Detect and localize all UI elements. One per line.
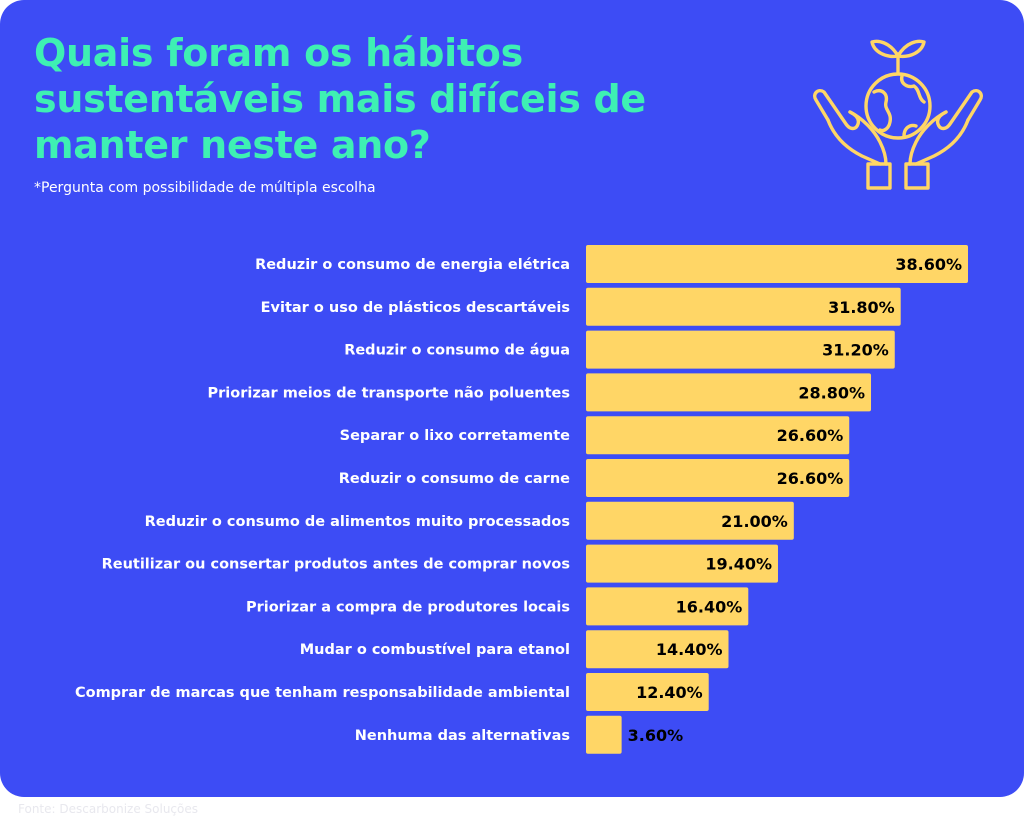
category-label: Comprar de marcas que tenham responsabil… — [75, 685, 570, 701]
category-label: Evitar o uso de plásticos descartáveis — [261, 300, 570, 316]
bar — [586, 715, 622, 754]
bar — [586, 416, 850, 455]
category-label: Priorizar a compra de produtores locais — [246, 599, 570, 615]
value-label: 31.80% — [828, 298, 895, 317]
chart-subtitle: *Pergunta com possibilidade de múltipla … — [34, 180, 376, 196]
value-label: 16.40% — [676, 597, 743, 616]
bar — [586, 459, 850, 497]
category-label: Separar o lixo corretamente — [340, 428, 570, 444]
bar — [586, 630, 729, 669]
bar — [586, 501, 794, 540]
bar — [586, 544, 778, 583]
category-label: Reduzir o consumo de água — [344, 343, 570, 359]
category-label: Reduzir o consumo de energia elétrica — [255, 257, 570, 273]
bar — [586, 373, 872, 412]
value-label: 12.40% — [636, 683, 703, 702]
source-note: Fonte: Descarbonize Soluções — [18, 802, 198, 816]
value-label: 19.40% — [705, 555, 772, 574]
hands-holding-globe-sprout-icon — [806, 32, 990, 194]
value-label: 21.00% — [721, 512, 788, 531]
value-label: 38.60% — [895, 255, 962, 274]
bar — [586, 245, 968, 283]
value-label: 3.60% — [628, 726, 684, 745]
value-label: 28.80% — [798, 383, 865, 402]
category-label: Reutilizar ou consertar produtos antes d… — [102, 557, 570, 573]
category-label: Nenhuma das alternativas — [355, 728, 570, 744]
category-label: Mudar o combustível para etanol — [300, 642, 570, 658]
bar-chart: Reduzir o consumo de energia elétrica 38.… — [75, 245, 968, 754]
infographic-card: Quais foram os hábitos sustentáveis mais… — [0, 0, 1024, 797]
bar — [586, 287, 901, 326]
bar — [586, 673, 709, 711]
bar — [586, 587, 749, 626]
chart-title: Quais foram os hábitos sustentáveis mais… — [34, 31, 646, 167]
category-label: Reduzir o consumo de alimentos muito pro… — [145, 514, 570, 530]
category-label: Priorizar meios de transporte não poluen… — [208, 385, 571, 401]
value-label: 14.40% — [656, 640, 723, 659]
value-label: 26.60% — [777, 469, 844, 488]
value-label: 26.60% — [777, 426, 844, 445]
category-label: Reduzir o consumo de carne — [339, 471, 570, 487]
value-label: 31.20% — [822, 341, 889, 360]
bar — [586, 330, 895, 369]
